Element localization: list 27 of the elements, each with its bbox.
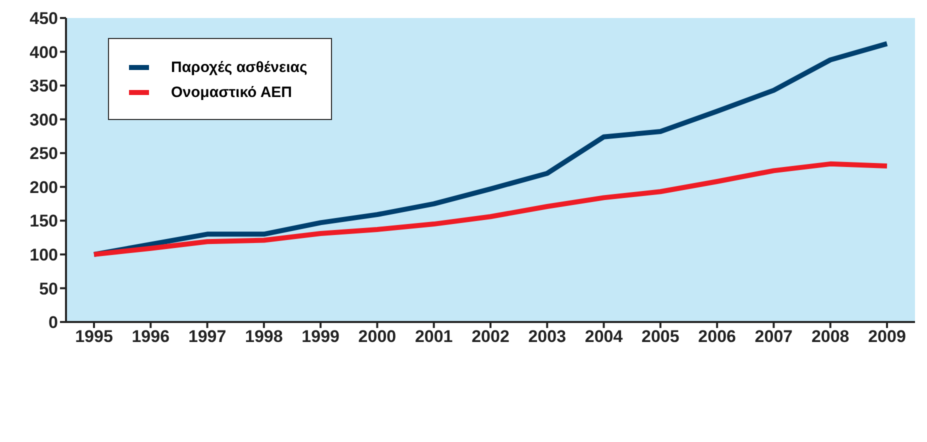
y-tick-label: 300 bbox=[30, 110, 58, 130]
y-tick-label: 400 bbox=[30, 42, 58, 62]
x-tick-label: 1997 bbox=[188, 327, 226, 346]
x-tick-label: 1998 bbox=[245, 327, 283, 346]
y-tick-label: 100 bbox=[30, 245, 58, 264]
y-tick-label: 150 bbox=[30, 212, 58, 231]
x-tick-label: 1996 bbox=[132, 327, 170, 346]
y-tick-label: 250 bbox=[30, 144, 58, 164]
x-tick-label: 2009 bbox=[868, 327, 906, 346]
legend-label: Ονομαστικό ΑΕΠ bbox=[171, 84, 292, 101]
legend-label: Παροχές ασθένειας bbox=[171, 59, 308, 76]
y-tick-label: 450 bbox=[30, 9, 58, 28]
x-tick-label: 2004 bbox=[584, 327, 624, 346]
x-tick-label: 2007 bbox=[754, 327, 793, 346]
y-tick-label: 50 bbox=[39, 279, 58, 298]
x-tick-label: 2006 bbox=[698, 327, 736, 346]
x-tick-label: 2008 bbox=[811, 327, 850, 346]
x-tick-label: 2002 bbox=[472, 327, 510, 346]
x-tick-label: 2001 bbox=[414, 327, 453, 346]
x-tick-label: 2000 bbox=[358, 327, 396, 346]
y-tick-label: 200 bbox=[30, 178, 58, 197]
x-tick-label: 2003 bbox=[528, 327, 566, 346]
x-tick-label: 1999 bbox=[302, 327, 340, 346]
x-tick-label: 1995 bbox=[75, 327, 113, 346]
x-tick-label: 2005 bbox=[642, 327, 680, 346]
y-tick-label: 0 bbox=[48, 313, 58, 332]
y-tick-label: 350 bbox=[30, 76, 58, 96]
